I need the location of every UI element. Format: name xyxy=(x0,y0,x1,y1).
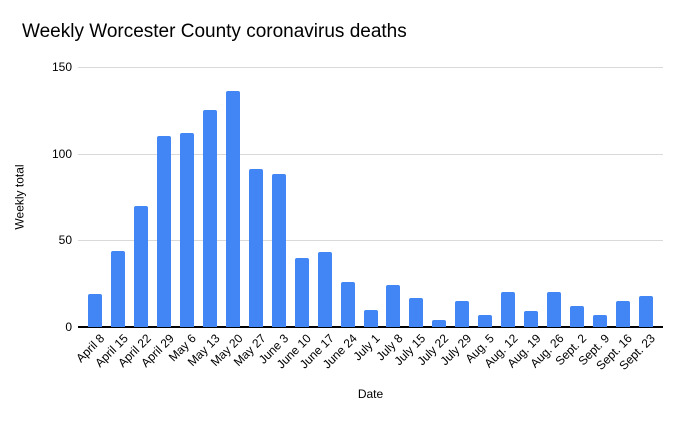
y-tick-label-100: 100 xyxy=(51,146,72,161)
bar-may-13 xyxy=(203,110,218,327)
y-tick-label-150: 150 xyxy=(51,60,72,74)
plot-area xyxy=(78,67,663,328)
x-axis-title: Date xyxy=(357,387,384,401)
bar-sept-2 xyxy=(569,306,584,327)
bar-series xyxy=(84,67,657,327)
bar-aug-19 xyxy=(523,311,538,327)
bar-may-20 xyxy=(225,91,240,327)
bar-aug-12 xyxy=(501,292,516,327)
bar-june-10 xyxy=(294,257,309,327)
bar-sept-16 xyxy=(615,301,630,327)
x-axis-line xyxy=(78,326,663,328)
y-axis-title-text: Weekly total xyxy=(13,164,28,230)
gridline-150 xyxy=(78,67,663,68)
bar-april-8 xyxy=(88,294,103,327)
bar-sept-23 xyxy=(638,295,653,327)
bar-july-8 xyxy=(386,285,401,327)
bar-june-24 xyxy=(340,281,355,327)
bar-sept-9 xyxy=(592,314,607,327)
bar-april-29 xyxy=(157,136,172,327)
bar-july-1 xyxy=(363,309,378,327)
bar-aug-5 xyxy=(478,314,493,327)
y-tick-label-0: 0 xyxy=(65,320,72,334)
bar-aug-26 xyxy=(546,292,561,327)
gridline-100 xyxy=(78,153,663,155)
bar-july-22 xyxy=(432,320,447,327)
bar-june-3 xyxy=(271,174,286,327)
y-tick-label-50: 50 xyxy=(58,233,72,248)
chart-title: Weekly Worcester County coronavirus deat… xyxy=(22,21,407,42)
gridline-50 xyxy=(78,240,663,242)
bar-july-15 xyxy=(409,297,424,327)
bar-june-17 xyxy=(317,252,332,327)
bar-may-6 xyxy=(180,132,195,327)
y-axis-title: Weekly total xyxy=(8,67,32,327)
bar-july-29 xyxy=(455,301,470,327)
bar-april-22 xyxy=(134,205,149,327)
bar-may-27 xyxy=(248,169,263,327)
bar-april-15 xyxy=(111,250,126,327)
